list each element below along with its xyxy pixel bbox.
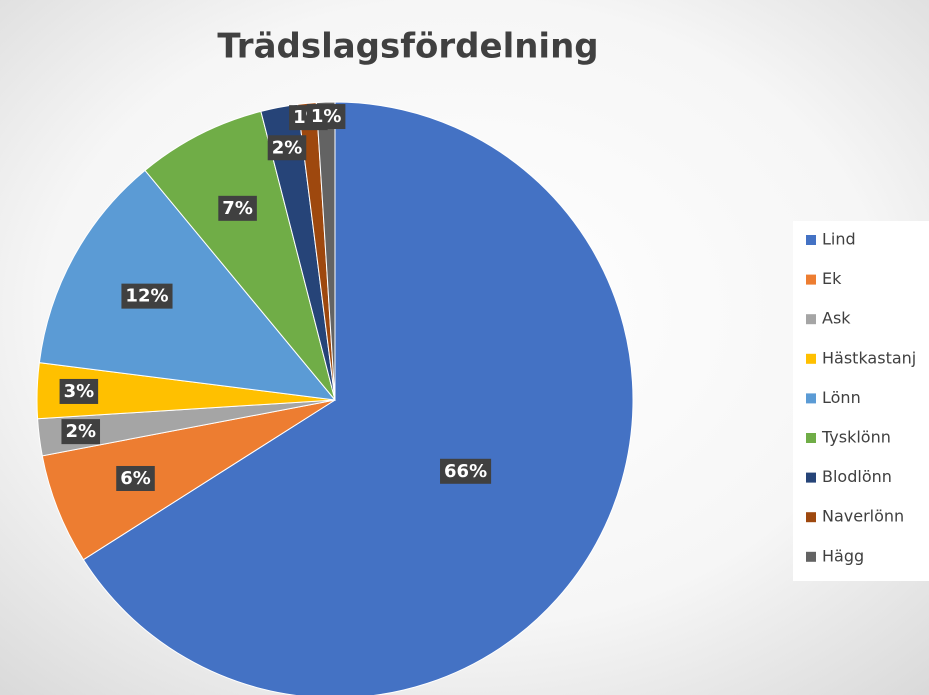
legend-label: Naverlönn: [822, 507, 904, 526]
data-label-group: 12%: [121, 283, 173, 309]
legend-label: Ek: [822, 269, 842, 288]
pie-slice: [82, 101, 634, 695]
data-label: 3%: [64, 381, 95, 402]
data-label-box: [59, 378, 99, 404]
legend-label: Lönn: [822, 388, 861, 407]
legend-swatch: [806, 472, 816, 483]
legend-swatch: [806, 314, 816, 325]
chart-title: Trädslagsfördelning: [217, 27, 598, 67]
data-label-group: 7%: [218, 195, 257, 221]
legend-label: Hägg: [822, 546, 864, 565]
legend-swatch: [806, 235, 816, 245]
legend-label: Blodlönn: [822, 467, 892, 486]
legend-label: Hästkastanj: [822, 348, 916, 367]
data-label-group: 2%: [61, 419, 101, 445]
data-label: 6%: [120, 468, 151, 489]
data-label-box: [306, 104, 346, 130]
data-label: 2%: [65, 421, 96, 442]
legend-swatch: [806, 393, 816, 404]
data-label-group: 66%: [440, 458, 492, 484]
data-label-group: 1%: [306, 104, 346, 130]
legend-swatch: [806, 274, 816, 285]
data-label-box: [267, 135, 307, 161]
pie-slice: [38, 169, 337, 401]
data-label: 12%: [125, 286, 168, 307]
legend-label: Ask: [822, 309, 851, 328]
data-label-box: [440, 458, 492, 484]
data-label: 2%: [272, 137, 303, 158]
data-label-box: [218, 195, 257, 221]
data-label-box: [61, 419, 101, 445]
legend-label: Lind: [822, 230, 856, 249]
legend-swatch: [806, 433, 816, 443]
data-label: 1%: [311, 106, 342, 127]
pie-slice: [315, 101, 336, 401]
data-label-group: 2%: [267, 135, 307, 161]
legend-swatch: [806, 512, 816, 523]
data-label-box: [121, 283, 173, 309]
data-label-group: 6%: [116, 465, 155, 491]
legend-swatch: [806, 353, 816, 364]
pie-slice: [144, 110, 336, 401]
data-label: 66%: [444, 461, 487, 482]
legend-label: Tysklönn: [821, 428, 891, 447]
data-label-group: 3%: [59, 378, 99, 404]
data-label: 7%: [222, 198, 253, 219]
legend-swatch: [806, 551, 816, 562]
data-label-box: [116, 465, 155, 491]
